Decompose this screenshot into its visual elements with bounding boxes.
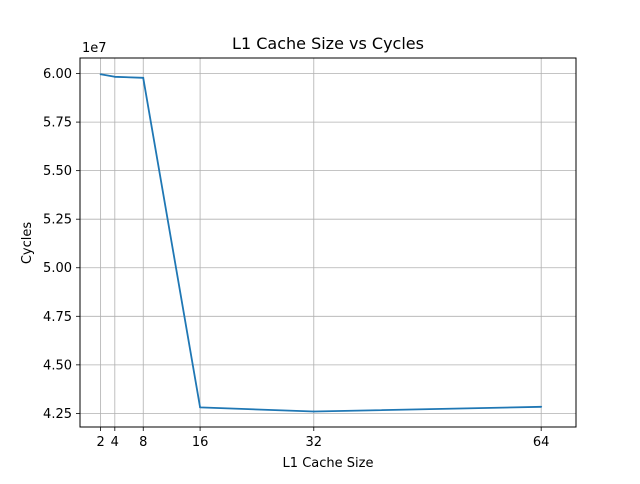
x-tick-label: 16 [192, 435, 209, 450]
y-tick-label: 5.50 [43, 164, 72, 179]
series-line [100, 73, 542, 413]
x-axis-label: L1 Cache Size [283, 456, 374, 471]
y-axis-offset-label: 1e7 [82, 41, 107, 56]
chart-title: L1 Cache Size vs Cycles [232, 34, 424, 53]
y-tick-label: 6.00 [43, 67, 72, 82]
y-axis-label: Cycles [20, 222, 35, 265]
x-tick-label: 32 [306, 435, 323, 450]
x-tick-label: 64 [533, 435, 550, 450]
x-axis-ticks: 2 4 8 16 32 64 [96, 427, 549, 450]
y-tick-label: 5.75 [43, 116, 72, 131]
data-point [142, 76, 145, 79]
data-point [113, 75, 116, 78]
x-tick-label: 8 [139, 435, 147, 450]
data-point [540, 405, 543, 408]
x-tick-label: 4 [111, 435, 119, 450]
y-axis-ticks: 4.25 4.50 4.75 5.00 5.25 5.50 5.75 6.00 [43, 67, 80, 422]
y-tick-label: 4.50 [43, 358, 72, 373]
series-layer [99, 73, 543, 413]
data-point [99, 73, 102, 76]
y-tick-label: 5.25 [43, 213, 72, 228]
y-tick-label: 4.25 [43, 407, 72, 422]
x-tick-label: 2 [96, 435, 104, 450]
data-point [312, 410, 315, 413]
data-point [199, 406, 201, 409]
y-tick-label: 4.75 [43, 310, 72, 325]
plot-frame [79, 57, 577, 428]
grid [80, 58, 576, 427]
y-tick-label: 5.00 [43, 261, 72, 276]
